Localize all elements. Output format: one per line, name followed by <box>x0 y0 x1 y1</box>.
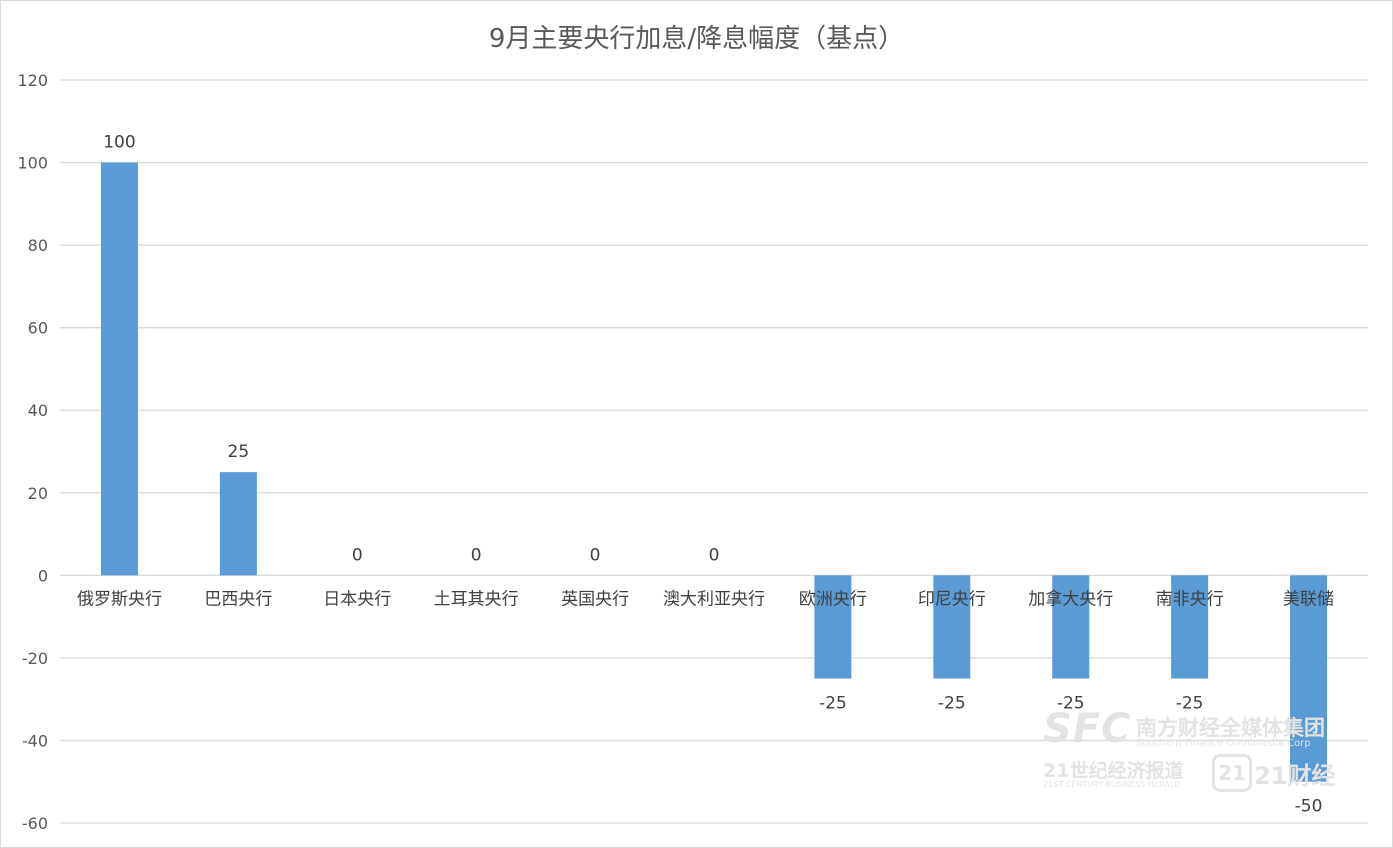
data-label: 0 <box>352 545 363 565</box>
category-label: 英国央行 <box>561 589 629 609</box>
data-label: 25 <box>228 442 250 462</box>
category-label: 欧洲央行 <box>799 589 867 609</box>
chart-title: 9月主要央行加息/降息幅度（基点） <box>488 24 905 54</box>
bar <box>814 575 852 679</box>
bar <box>1290 575 1328 782</box>
data-label: 100 <box>103 133 135 153</box>
y-tick-label: 80 <box>28 236 48 255</box>
data-label: -25 <box>1176 694 1204 714</box>
y-tick-label: -20 <box>22 649 48 668</box>
category-label: 俄罗斯央行 <box>77 589 162 609</box>
data-label: -25 <box>938 694 966 714</box>
y-tick-label: -40 <box>22 731 48 750</box>
bar <box>1171 575 1209 679</box>
data-label: 0 <box>471 545 482 565</box>
labels: 120 100 80 60 40 20 0 -20 -40 -60 俄罗斯央行 100 巴西央行 25 日本… <box>17 71 1334 833</box>
y-tick-label: 100 <box>17 154 48 173</box>
category-label: 美联储 <box>1283 589 1334 609</box>
category-label: 加拿大央行 <box>1028 588 1113 609</box>
bar <box>219 472 257 576</box>
y-tick-label: 40 <box>28 401 48 420</box>
watermark-group-name: 南方财经全媒体集团 <box>1136 716 1325 740</box>
data-label: 0 <box>590 545 601 565</box>
y-tick-label: 120 <box>17 71 48 90</box>
y-tick-label: 20 <box>28 484 48 503</box>
category-label: 土耳其央行 <box>434 589 519 609</box>
category-label: 巴西央行 <box>204 589 272 609</box>
gridlines <box>60 79 1368 824</box>
watermark-newspaper-en: 21ST CENTURY BUSINESS HERALD <box>1043 780 1181 789</box>
y-tick-label: 60 <box>28 319 48 338</box>
watermark-logo: SFC <box>1043 706 1132 752</box>
watermark-newspaper: 21世纪经济报道 <box>1043 760 1184 782</box>
category-label: 南非央行 <box>1156 589 1224 609</box>
bars <box>100 162 1328 782</box>
category-label: 印尼央行 <box>918 589 986 609</box>
bar <box>100 162 138 576</box>
y-tick-label: -60 <box>22 814 48 833</box>
data-label: 0 <box>709 545 720 565</box>
y-tick-label: 0 <box>38 566 48 585</box>
bar <box>933 575 971 679</box>
data-label: -25 <box>1057 694 1085 714</box>
watermark-badge: 21 <box>1212 754 1252 792</box>
data-label: -25 <box>819 694 847 714</box>
bar <box>1052 575 1090 679</box>
data-label: -50 <box>1295 797 1323 817</box>
category-label: 澳大利亚央行 <box>663 589 765 609</box>
watermark-brand: 21财经 <box>1254 762 1336 790</box>
category-label: 日本央行 <box>323 589 391 609</box>
watermark-group-name-en: Southern Finance Omnimedia Corp <box>1136 738 1311 749</box>
